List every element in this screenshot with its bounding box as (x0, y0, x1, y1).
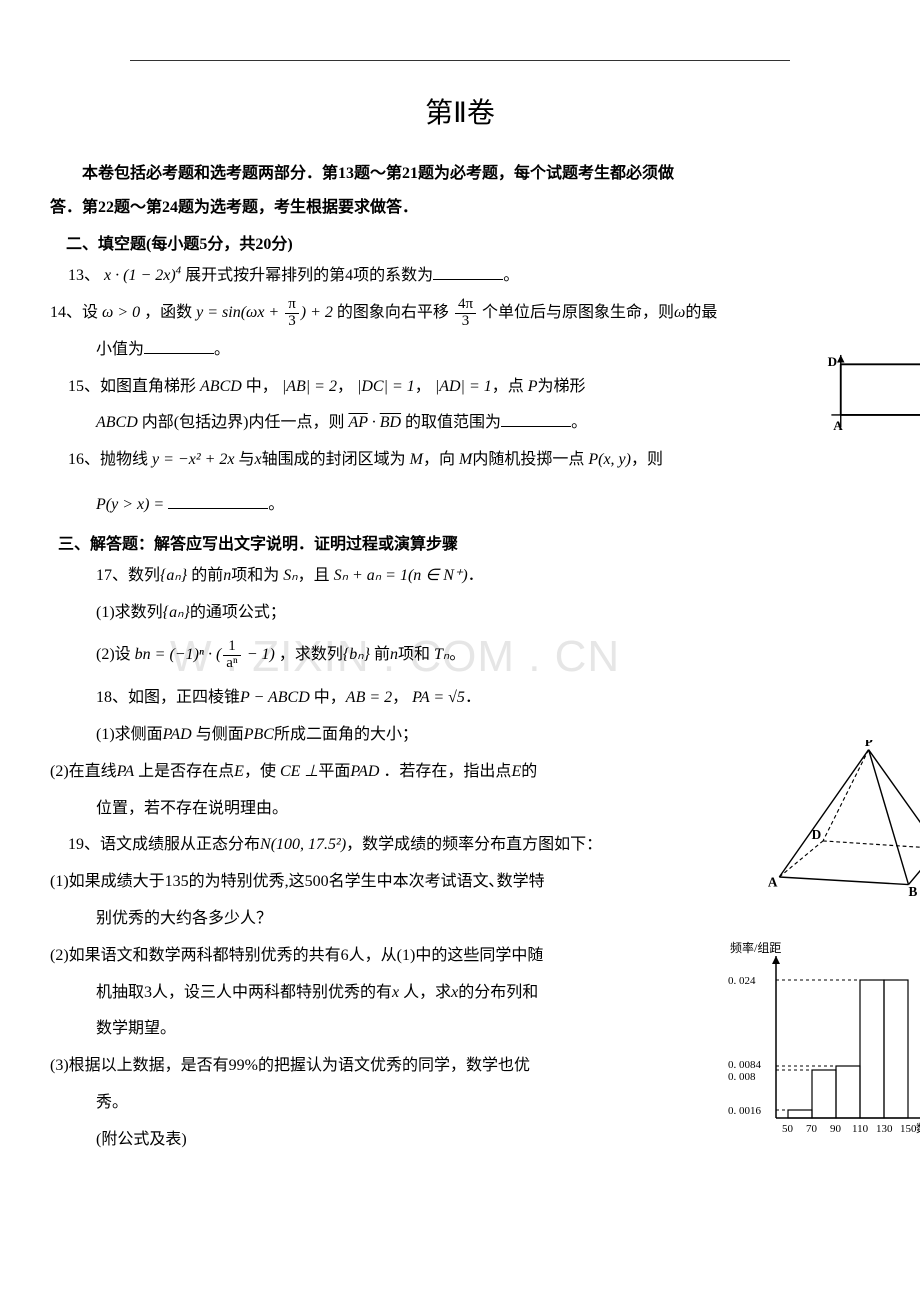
q17-line1: 17、数列{aₙ} 的前n项和为 Sₙ，且 Sₙ + aₙ = 1(n ∈ N⁺… (96, 558, 870, 595)
q15-line2: ABCD 内部(包括边界)内任一点，则 AP · BD 的取值范围为。 (96, 405, 870, 442)
q19-sub2-line1: (2)如果语文和数学两科都特别优秀的共有6人，从(1)中的这些同学中随 (50, 938, 870, 975)
q19-sub2-line2: 机抽取3人，设三人中两科都特别优秀的有x 人，求x的分布列和 (96, 975, 870, 1012)
q18-line1: 18、如图，正四棱锥P − ABCD 中，AB = 2， PA = √5． (96, 680, 870, 717)
q19-sub3-line3: (附公式及表) (96, 1122, 870, 1159)
q18-sub2-line2: 位置，若不存在说明理由。 (96, 791, 870, 828)
q19-line1: 19、语文成绩服从正态分布N(100, 17.5²)，数学成绩的频率分布直方图如… (68, 827, 870, 864)
q19-sub1-line1: (1)如果成绩大于135的为特别优秀,这500名学生中本次考试语文､数学特 (50, 864, 870, 901)
intro-line-1: 本卷包括必考题和选考题两部分．第13题～第21题为必考题，每个试题考生都必须做 (50, 157, 870, 191)
intro-line-2: 答．第22题～第24题为选考题，考生根据要求做答． (50, 191, 870, 225)
q17-sub1: (1)求数列{aₙ}的通项公式； (96, 595, 870, 632)
q16-line1: 16、抛物线 y = −x² + 2x 与x轴围成的封闭区域为 M，向 M内随机… (68, 442, 870, 479)
q18-sub2-line1: (2)在直线PA 上是否存在点E，使 CE ⊥平面PAD ．若存在，指出点E的 (50, 754, 870, 791)
hist-xlabel: 数学成绩 (916, 1121, 920, 1135)
q19-sub1-line2: 别优秀的大约各多少人？ (96, 901, 870, 938)
pyr-B: B (909, 884, 918, 899)
horizontal-rule (130, 60, 790, 61)
q16-line2: P(y > x) = 。 (96, 487, 870, 524)
hist-x-130: 130 (876, 1123, 893, 1135)
q19-sub3-line1: (3)根据以上数据，是否有99%的把握认为语文优秀的同学，数学也优 (50, 1048, 870, 1085)
hist-bar-5 (884, 980, 908, 1118)
section-2-heading: 二、填空题(每小题5分，共20分) (50, 230, 870, 254)
page-title: 第Ⅱ卷 (50, 91, 870, 131)
q17-sub2: (2)设 bn = (−1)ⁿ · (1aⁿ − 1) ，求数列{bₙ} 前n项… (96, 637, 870, 674)
q19-sub2-line3: 数学期望。 (96, 1011, 870, 1048)
hist-x-150: 150 (900, 1123, 917, 1135)
q15-line1: 15、如图直角梯形 ABCD 中， |AB| = 2， |DC| = 1， |A… (68, 369, 870, 406)
q18-sub1: (1)求侧面PAD 与侧面PBC所成二面角的大小； (96, 717, 870, 754)
q19-sub3-line2: 秀。 (96, 1085, 870, 1122)
q14-line1: 14、设 ω > 0 ，函数 y = sin(ωx + π3) + 2 的图象向… (50, 295, 870, 332)
section-3-heading: 三、解答题：解答应写出文字说明．证明过程或演算步骤 (50, 530, 870, 554)
q13: 13、 x · (1 − 2x)4 展开式按升幂排列的第4项的系数为。 (68, 258, 870, 295)
q14-line2: 小值为。 (96, 332, 870, 369)
